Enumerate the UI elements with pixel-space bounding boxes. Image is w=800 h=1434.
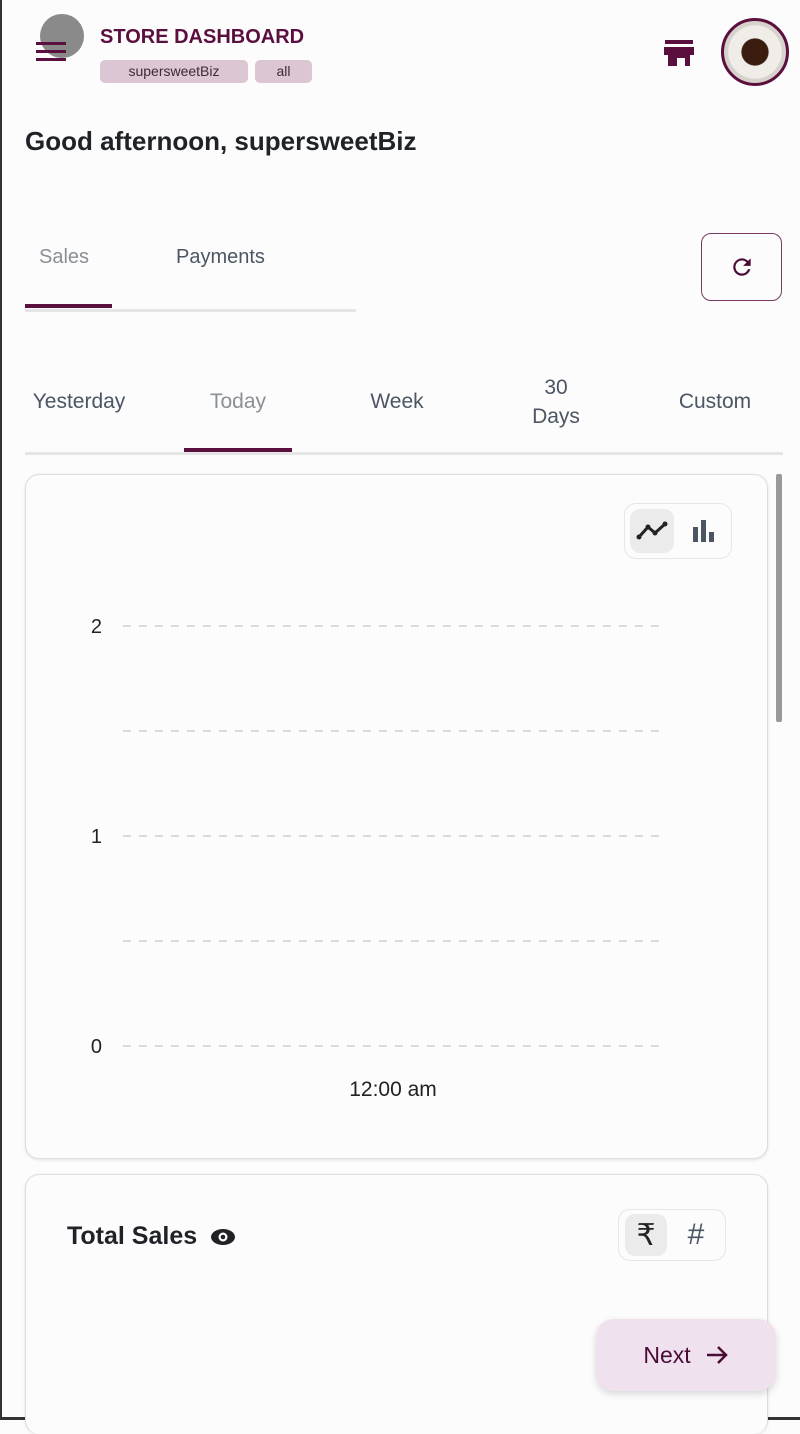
total-sales-card: Total Sales ₹ # — [25, 1174, 768, 1434]
store-chip[interactable]: supersweetBiz — [100, 60, 248, 83]
bar-chart-button[interactable] — [682, 509, 726, 553]
line-chart-icon — [636, 521, 668, 540]
line-chart-button[interactable] — [630, 509, 674, 553]
period-yesterday[interactable]: Yesterday — [32, 390, 126, 414]
rupee-button[interactable]: ₹ — [625, 1214, 667, 1256]
period-week[interactable]: Week — [370, 390, 424, 414]
y-tick-label: 2 — [91, 616, 102, 638]
period-track — [25, 452, 783, 455]
eye-icon[interactable] — [211, 1228, 236, 1245]
refresh-icon — [732, 258, 751, 276]
app-title: STORE DASHBOARD — [100, 26, 305, 48]
refresh-button[interactable] — [701, 233, 782, 301]
menu-icon — [36, 42, 66, 45]
greeting: Good afternoon, supersweetBiz — [25, 126, 417, 156]
menu-button[interactable] — [36, 14, 86, 64]
tab-track — [25, 309, 356, 312]
next-label: Next — [643, 1341, 691, 1368]
store-icon[interactable] — [664, 40, 694, 71]
period-indicator — [184, 448, 292, 452]
chart-card: 0 1 2 12:00 am — [25, 474, 768, 1159]
total-sales-label: Total Sales — [67, 1222, 198, 1250]
tab-payments[interactable]: Payments — [176, 246, 265, 268]
scrollbar[interactable] — [776, 474, 782, 722]
arrow-right-icon — [706, 1346, 728, 1364]
bar-chart-icon — [693, 520, 714, 542]
line-chart: 0 1 2 12:00 am — [91, 616, 663, 1101]
outlet-chip[interactable]: all — [255, 60, 312, 83]
period-30-days[interactable]: 30 Days — [532, 375, 580, 428]
period-today[interactable]: Today — [209, 390, 267, 414]
y-tick-label: 1 — [91, 826, 102, 848]
y-tick-label: 0 — [91, 1036, 102, 1058]
x-tick-label: 12:00 am — [349, 1078, 437, 1101]
period-custom[interactable]: Custom — [678, 390, 752, 414]
unit-toggle: ₹ # — [618, 1209, 726, 1261]
chart-type-toggle — [624, 503, 732, 559]
count-button[interactable]: # — [687, 1218, 705, 1251]
avatar[interactable] — [721, 18, 789, 86]
tab-sales[interactable]: Sales — [39, 246, 90, 268]
next-button[interactable]: Next — [596, 1319, 776, 1391]
tab-indicator — [25, 304, 112, 308]
